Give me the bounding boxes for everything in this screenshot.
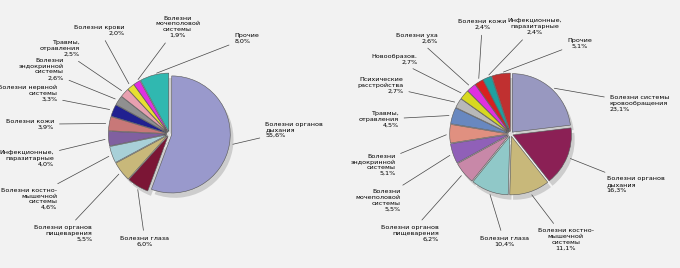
Text: Болезни кожи
2,4%: Болезни кожи 2,4%	[458, 19, 507, 79]
Text: Болезни глаза
10,4%: Болезни глаза 10,4%	[479, 195, 528, 247]
Text: Болезни органов
дыхания
16,3%: Болезни органов дыхания 16,3%	[571, 159, 664, 193]
Text: Болезни системы
кровообращения
23,1%: Болезни системы кровообращения 23,1%	[554, 88, 669, 111]
Text: Инфекционные,
паразитарные
4,0%: Инфекционные, паразитарные 4,0%	[0, 139, 105, 167]
Text: Психические
расстройства
2,7%: Психические расстройства 2,7%	[357, 77, 455, 102]
Text: Болезни крови
2,0%: Болезни крови 2,0%	[74, 25, 129, 84]
Wedge shape	[513, 141, 551, 200]
Wedge shape	[124, 94, 171, 137]
Wedge shape	[131, 90, 171, 137]
Wedge shape	[134, 81, 168, 132]
Wedge shape	[512, 74, 571, 132]
Wedge shape	[492, 73, 510, 132]
Text: Болезни глаза
6,0%: Болезни глаза 6,0%	[120, 189, 169, 247]
Wedge shape	[109, 135, 167, 162]
Wedge shape	[129, 136, 168, 191]
Wedge shape	[483, 76, 510, 132]
Wedge shape	[495, 78, 513, 136]
Wedge shape	[114, 110, 170, 138]
Wedge shape	[513, 128, 571, 181]
Wedge shape	[454, 140, 511, 168]
Wedge shape	[119, 101, 171, 137]
Wedge shape	[479, 85, 513, 137]
Wedge shape	[468, 85, 509, 132]
Wedge shape	[109, 117, 167, 133]
Wedge shape	[108, 131, 167, 146]
Wedge shape	[112, 136, 170, 151]
Wedge shape	[473, 136, 510, 195]
Text: Новообразов.
2,7%: Новообразов. 2,7%	[371, 54, 461, 93]
Wedge shape	[453, 129, 511, 148]
Text: Болезни нервной
системы
3,3%: Болезни нервной системы 3,3%	[0, 85, 109, 110]
Text: Болезни
мочеполовой
системы
5,5%: Болезни мочеполовой системы 5,5%	[356, 155, 450, 212]
Text: Болезни органов
дыхания
55,6%: Болезни органов дыхания 55,6%	[233, 122, 323, 144]
Text: Болезни уха
2,6%: Болезни уха 2,6%	[396, 33, 469, 85]
Text: Болезни костно-
мышечной
системы
11,1%: Болезни костно- мышечной системы 11,1%	[532, 195, 594, 251]
Wedge shape	[128, 85, 168, 132]
Wedge shape	[456, 99, 509, 133]
Text: Болезни
мочеполовой
системы
1,9%: Болезни мочеполовой системы 1,9%	[138, 16, 200, 80]
Wedge shape	[122, 90, 167, 132]
Wedge shape	[458, 136, 509, 181]
Wedge shape	[459, 104, 512, 138]
Wedge shape	[137, 85, 171, 137]
Wedge shape	[510, 136, 547, 195]
Wedge shape	[119, 140, 171, 184]
Wedge shape	[116, 96, 167, 133]
Wedge shape	[476, 141, 513, 200]
Text: Травмы,
отравления
2,5%: Травмы, отравления 2,5%	[40, 40, 122, 91]
Wedge shape	[154, 81, 233, 198]
Text: Прочие
5,1%: Прочие 5,1%	[503, 38, 592, 72]
Text: Болезни костно-
мышечной
системы
4,6%: Болезни костно- мышечной системы 4,6%	[1, 156, 109, 210]
Wedge shape	[141, 73, 169, 132]
Wedge shape	[464, 96, 512, 137]
Text: Травмы,
отравления
4,5%: Травмы, отравления 4,5%	[358, 111, 449, 128]
Wedge shape	[449, 124, 508, 143]
Wedge shape	[113, 140, 170, 167]
Wedge shape	[454, 113, 511, 138]
Text: Инфекционные,
паразитарные
2,4%: Инфекционные, паразитарные 2,4%	[489, 18, 562, 75]
Text: Болезни
эндокринной
системы
5,1%: Болезни эндокринной системы 5,1%	[350, 135, 446, 176]
Wedge shape	[132, 141, 171, 196]
Wedge shape	[451, 108, 509, 133]
Wedge shape	[475, 80, 509, 132]
Wedge shape	[451, 135, 509, 163]
Wedge shape	[486, 81, 513, 137]
Wedge shape	[112, 121, 170, 139]
Wedge shape	[116, 136, 167, 179]
Wedge shape	[461, 91, 509, 132]
Text: Болезни
эндокринной
системы
2,6%: Болезни эндокринной системы 2,6%	[18, 58, 115, 99]
Text: Болезни органов
пищеварения
5,5%: Болезни органов пищеварения 5,5%	[34, 174, 119, 241]
Wedge shape	[111, 105, 167, 133]
Wedge shape	[152, 76, 231, 193]
Wedge shape	[516, 133, 575, 186]
Text: Болезни кожи
3,9%: Болезни кожи 3,9%	[5, 119, 105, 130]
Text: Прочие
8,0%: Прочие 8,0%	[156, 33, 259, 73]
Wedge shape	[471, 90, 512, 137]
Wedge shape	[143, 78, 172, 136]
Wedge shape	[515, 79, 574, 137]
Text: Болезни органов
пищеварения
6,2%: Болезни органов пищеварения 6,2%	[381, 176, 462, 241]
Wedge shape	[461, 140, 512, 186]
